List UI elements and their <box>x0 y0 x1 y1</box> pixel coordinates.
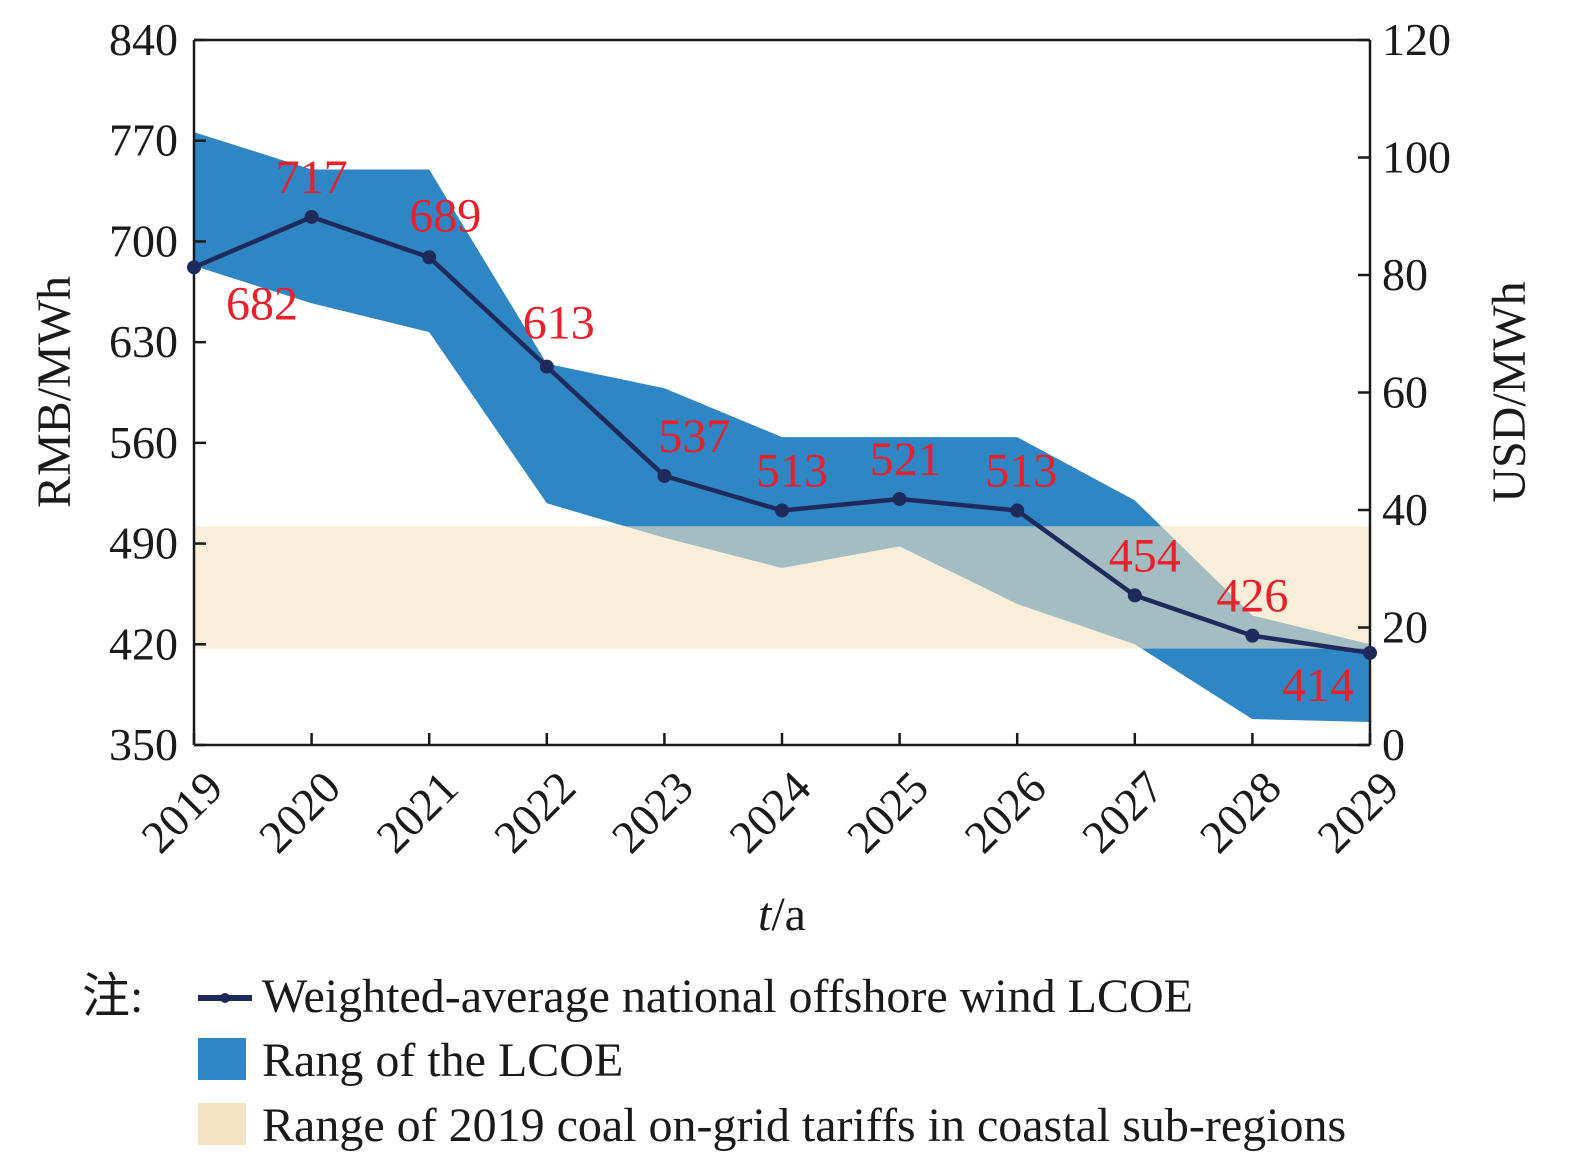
lcoe-data-point <box>304 209 319 224</box>
x-tick-label: 2021 <box>367 761 468 862</box>
lcoe-data-point <box>1010 503 1025 518</box>
legend-swatch-lcoe-range <box>198 1038 246 1080</box>
y-left-tick-label: 840 <box>109 14 178 65</box>
legend-item-lcoe-range: Rang of the LCOE <box>198 1034 623 1087</box>
y-left-tick-label: 700 <box>109 215 178 266</box>
lcoe-data-point <box>187 260 201 275</box>
y-right-tick-label: 0 <box>1382 719 1405 770</box>
line-layer <box>187 209 1377 660</box>
data-labels-layer: 682 717 689 613 537 513 521 513 454 426 414 <box>226 151 1354 712</box>
x-tick-label: 2023 <box>602 761 703 862</box>
y-right-tick-label: 40 <box>1382 484 1428 535</box>
data-label: 537 <box>658 410 730 463</box>
x-tick-label: 2027 <box>1072 761 1173 862</box>
legend-label-line: Weighted-average national offshore wind … <box>262 970 1193 1023</box>
x-tick-label: 2029 <box>1307 761 1408 862</box>
data-label: 414 <box>1282 659 1354 712</box>
x-tick-label: 2028 <box>1190 761 1291 862</box>
bands-layer <box>194 132 1370 723</box>
coal-tariff-range-band <box>194 526 1370 649</box>
x-axis-title: t/a <box>758 888 806 941</box>
y-left-tick-label: 630 <box>109 316 178 367</box>
legend-label-coal-range: Range of 2019 coal on-grid tariffs in co… <box>262 1099 1346 1152</box>
x-tick-label: 2019 <box>131 761 232 862</box>
lcoe-data-point <box>775 503 789 518</box>
y-left-tick-label: 490 <box>109 518 178 569</box>
legend-label-lcoe-range: Rang of the LCOE <box>262 1034 623 1087</box>
y-left-tick-label: 350 <box>109 719 178 770</box>
legend: 注: Weighted-average national offshore wi… <box>82 970 1346 1152</box>
legend-prefix: 注: <box>82 970 143 1023</box>
data-label: 513 <box>985 444 1057 497</box>
y-axis-left-title: RMB/MWh <box>28 276 81 508</box>
legend-line-marker <box>220 993 230 1003</box>
y-right-tick-label: 20 <box>1382 602 1428 653</box>
y-right-tick-label: 80 <box>1382 249 1428 300</box>
lcoe-data-point <box>892 491 907 506</box>
y-right-tick-label: 60 <box>1382 367 1428 418</box>
lcoe-data-point <box>657 468 672 483</box>
legend-swatch-coal-range <box>198 1103 246 1145</box>
lcoe-data-point <box>422 250 437 265</box>
x-tick-label: 2026 <box>955 761 1056 862</box>
data-label: 521 <box>870 433 942 486</box>
lcoe-data-point <box>539 359 554 374</box>
x-tick-label: 2025 <box>837 761 938 862</box>
data-label: 454 <box>1109 529 1181 582</box>
y-right-tick-label: 100 <box>1382 132 1451 183</box>
lcoe-data-point <box>1363 645 1377 660</box>
lcoe-data-point <box>1245 628 1260 643</box>
data-label: 682 <box>226 277 298 330</box>
y-left-tick-label: 420 <box>109 618 178 669</box>
data-label: 717 <box>276 151 348 204</box>
data-label: 513 <box>756 444 828 497</box>
data-label: 613 <box>523 297 595 350</box>
data-label: 689 <box>409 189 481 242</box>
y-left-tick-label: 770 <box>109 115 178 166</box>
lcoe-data-point <box>1127 588 1142 603</box>
x-tick-label: 2020 <box>249 761 350 862</box>
legend-item-line: Weighted-average national offshore wind … <box>198 970 1193 1023</box>
x-tick-label: 2024 <box>719 761 820 862</box>
y-right-tick-label: 120 <box>1382 14 1451 65</box>
legend-item-coal-range: Range of 2019 coal on-grid tariffs in co… <box>198 1099 1346 1152</box>
y-left-tick-label: 560 <box>109 417 178 468</box>
y-axis-right-title: USD/MWh <box>1483 281 1536 502</box>
x-tick-label: 2022 <box>484 761 585 862</box>
data-label: 426 <box>1216 570 1288 623</box>
